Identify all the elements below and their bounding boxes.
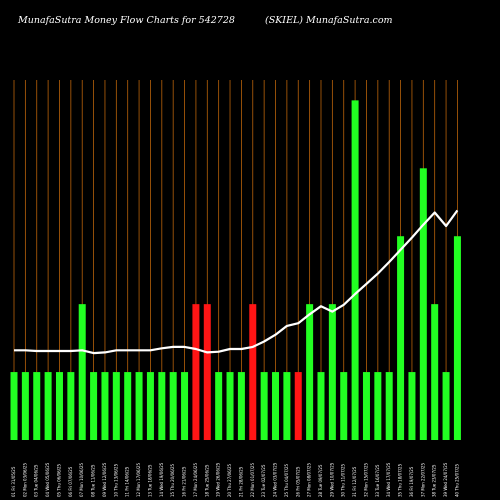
- x-tick-label: 36 Fri 19/07/25: [409, 466, 414, 497]
- trend-line: [14, 209, 459, 355]
- money-flow-bar: [385, 372, 393, 440]
- x-tick-label: 29 Wed 10/07/25: [329, 462, 334, 497]
- x-tick-label: 15 Thu 20/06/25: [170, 463, 175, 497]
- x-tick-label: 13 Tue 18/06/25: [147, 464, 152, 497]
- money-flow-bar: [10, 372, 18, 440]
- x-tick-label: 26 Fri 05/07/25: [295, 466, 300, 497]
- x-tick-label: 34 Wed 17/07/25: [386, 462, 391, 497]
- money-flow-bar: [215, 372, 223, 440]
- x-tick-label: 14 Wed 19/06/25: [159, 462, 164, 497]
- x-tick-label: 19 Wed 26/06/25: [216, 462, 221, 497]
- x-tick-label: 17 Mon 24/06/25: [193, 463, 198, 497]
- x-tick-label: 11 Fri 14/06/25: [125, 466, 130, 497]
- money-flow-bar: [306, 304, 314, 440]
- money-flow-bar: [146, 372, 154, 440]
- money-flow-bar: [431, 304, 439, 440]
- x-tick-label: 22 Mon 01/07/25: [250, 463, 255, 497]
- x-tick-label: 40 Thu 25/07/25: [454, 463, 459, 497]
- money-flow-bar: [340, 372, 348, 440]
- x-tick-label: 18 Tue 25/06/25: [204, 464, 209, 497]
- money-flow-bar: [408, 372, 416, 440]
- chart-title: MunafaSutra Money Flow Charts for 542728: [17, 15, 235, 26]
- x-tick-label: 20 Thu 27/06/25: [227, 463, 232, 497]
- trend-line-path: [14, 209, 459, 355]
- money-flow-bar: [294, 372, 302, 440]
- x-tick-label: 33 Tue 16/07/25: [375, 464, 380, 497]
- x-tick-label: 08 Tue 11/06/25: [91, 464, 96, 497]
- money-flow-bar: [419, 168, 427, 440]
- money-flow-bar: [33, 372, 41, 440]
- money-flow-bar: [203, 304, 211, 440]
- x-tick-label: 09 Wed 12/06/25: [102, 462, 107, 497]
- x-tick-label: 01 Fri 31/05/25: [11, 466, 16, 497]
- x-tick-label: 03 Tue 04/06/25: [34, 464, 39, 497]
- x-tick-label: 06 Fri 07/06/25: [68, 466, 73, 497]
- money-flow-bar: [158, 372, 166, 440]
- x-tick-label: 38 Tue 23/07/25: [432, 464, 437, 497]
- money-flow-bar: [55, 372, 63, 440]
- x-tick-label: 27 Mon 08/07/25: [307, 463, 312, 497]
- x-tick-label: 31 Fri 12/07/25: [352, 466, 357, 497]
- money-flow-bar: [453, 236, 461, 440]
- money-flow-bar: [21, 372, 29, 440]
- money-flow-bar: [124, 372, 132, 440]
- x-tick-label: 35 Thu 18/07/25: [398, 463, 403, 497]
- money-flow-bar: [374, 372, 382, 440]
- money-flow-bar: [135, 372, 143, 440]
- money-flow-bar: [328, 304, 336, 440]
- money-flow-bar: [169, 372, 177, 440]
- x-tick-label: 16 Fri 21/06/25: [182, 466, 187, 497]
- x-tick-label: 21 Fri 28/06/25: [238, 466, 243, 497]
- x-tick-label: 32 Mon 15/07/25: [363, 463, 368, 497]
- money-flow-bar: [351, 100, 359, 441]
- x-tick-label: 28 Tue 09/07/25: [318, 464, 323, 497]
- x-tick-label: 05 Thu 06/06/25: [56, 463, 61, 497]
- x-tick-label: 04 Wed 05/06/25: [45, 462, 50, 497]
- money-flow-bar: [90, 372, 98, 440]
- x-tick-label: 37 Mon 22/07/25: [420, 463, 425, 497]
- money-flow-bar: [78, 304, 86, 440]
- x-tick-label: 02 Mon 03/06/25: [22, 463, 27, 497]
- money-flow-bar: [397, 236, 405, 440]
- x-tick-label: 39 Wed 24/07/25: [443, 462, 448, 497]
- money-flow-bar: [362, 372, 370, 440]
- money-flow-bar: [226, 372, 234, 440]
- money-flow-bar: [317, 372, 325, 440]
- money-flow-bar: [249, 304, 257, 440]
- x-tick-label: 30 Thu 11/07/25: [341, 463, 346, 497]
- money-flow-bar: [44, 372, 52, 440]
- money-flow-bar: [192, 304, 200, 440]
- money-flow-bar: [181, 372, 189, 440]
- money-flow-bar: [272, 372, 280, 440]
- money-flow-bar: [237, 372, 245, 440]
- x-tick-label: 23 Tue 02/07/25: [261, 464, 266, 497]
- x-axis-tick-labels: 01 Fri 31/05/25 02 Mon 03/06/25 03 Tue 04/…: [11, 462, 459, 497]
- x-tick-label: 07 Mon 10/06/25: [79, 463, 84, 497]
- x-tick-label: 24 Wed 03/07/25: [273, 462, 278, 497]
- money-flow-bar: [442, 372, 450, 440]
- money-flow-bar: [112, 372, 120, 440]
- money-flow-bar: [260, 372, 268, 440]
- money-flow-bar: [283, 372, 291, 440]
- money-flow-bar: [67, 372, 75, 440]
- money-flow-bars: [10, 100, 461, 441]
- x-tick-label: 12 Mon 17/06/25: [136, 463, 141, 497]
- x-tick-label: 10 Thu 13/06/25: [113, 463, 118, 497]
- x-tick-label: 25 Thu 04/07/25: [284, 463, 289, 497]
- chart-source-label: (SKIEL) MunafaSutra.com: [265, 15, 393, 26]
- money-flow-bar: [101, 372, 109, 440]
